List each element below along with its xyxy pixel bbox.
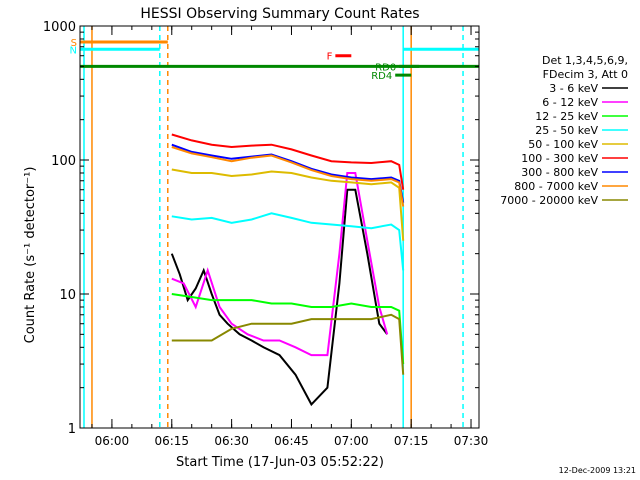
- y-tick-label: 100: [51, 154, 76, 169]
- series-100-300-kev: [171, 133, 405, 190]
- x-axis-label: Start Time (17-Jun-03 05:52:22): [176, 455, 384, 470]
- plot-frame: [79, 25, 480, 429]
- series-800-7000-kev: [171, 146, 405, 207]
- x-tick-label: 07:15: [394, 434, 429, 448]
- series-50-100-kev: [171, 168, 405, 241]
- x-tick-label: 07:30: [454, 434, 489, 448]
- legend-label-25-50-kev: 25 - 50 keV: [535, 124, 598, 137]
- legend-label-800-7000-kev: 800 - 7000 keV: [514, 180, 598, 193]
- series-group: [170, 133, 405, 407]
- chart-title: HESSI Observing Summary Count Rates: [140, 6, 419, 22]
- flag-label-f: F: [327, 52, 333, 63]
- series-25-50-kev: [171, 212, 405, 271]
- legend-header-line-2: FDecim 3, Att 0: [543, 68, 628, 81]
- legend: Det 1,3,4,5,6,9,FDecim 3, Att 03 - 6 keV…: [500, 54, 628, 207]
- y-tick-label: 1000: [43, 20, 76, 35]
- x-tick-label: 06:15: [154, 434, 189, 448]
- x-tick-label: 06:45: [274, 434, 309, 448]
- y-axis-label: Count Rate (s⁻¹ detector⁻¹): [23, 167, 38, 344]
- legend-label-100-300-kev: 100 - 300 keV: [521, 152, 598, 165]
- legend-label-6-12-kev: 6 - 12 keV: [542, 96, 598, 109]
- x-tick-label: 06:30: [214, 434, 249, 448]
- axes-group: 06:00 06:15 06:30 06:45 07:00 07:15 07:30 1 10 10…: [43, 20, 488, 448]
- x-tick-label: 06:00: [95, 434, 130, 448]
- flag-label-n: N: [70, 45, 77, 56]
- legend-label-50-100-kev: 50 - 100 keV: [528, 138, 598, 151]
- flag-label-rd4: RD4: [371, 71, 392, 82]
- series-12-25-kev: [171, 293, 405, 365]
- y-tick-label: 1: [68, 422, 76, 437]
- series-300-800-kev: [171, 143, 405, 203]
- legend-label-12-25-kev: 12 - 25 keV: [535, 110, 598, 123]
- series-6-12-kev: [171, 172, 389, 357]
- legend-label-7000-20000-kev: 7000 - 20000 keV: [500, 194, 598, 207]
- vertical-markers: [83, 26, 464, 428]
- legend-header-line-1: Det 1,3,4,5,6,9,: [542, 54, 628, 67]
- series-3-6-kev: [170, 188, 389, 407]
- legend-label-3-6-kev: 3 - 6 keV: [549, 82, 598, 95]
- series-7000-20000-kev: [171, 313, 405, 375]
- legend-label-300-800-kev: 300 - 800 keV: [521, 166, 598, 179]
- flag-label-rd0: RD0: [375, 62, 396, 73]
- x-tick-label: 07:00: [334, 434, 369, 448]
- footer-date: 12-Dec-2009 13:21: [559, 466, 636, 475]
- y-tick-label: 10: [59, 288, 76, 303]
- flag-label-s: S: [71, 38, 77, 49]
